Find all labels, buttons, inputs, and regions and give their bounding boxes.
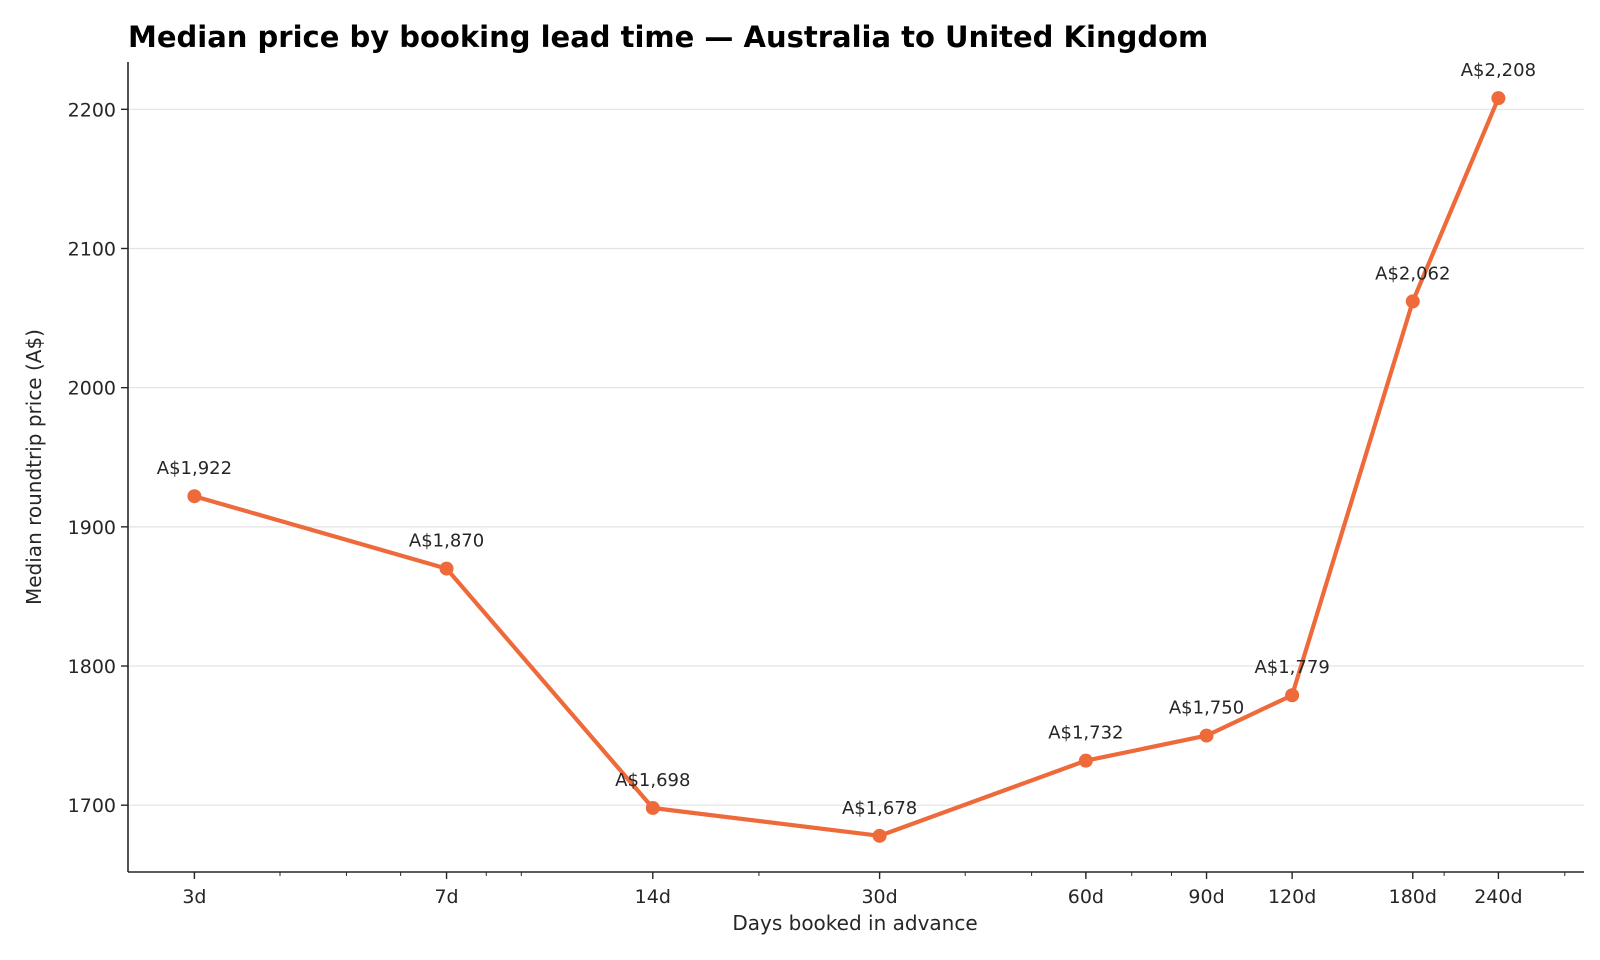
price-line (192, 96, 1501, 838)
data-point (872, 828, 887, 843)
data-label: A$1,732 (1048, 723, 1123, 744)
chart-title: Median price by booking lead time — Aust… (128, 20, 1208, 54)
x-tick-label: 60d (1068, 886, 1104, 908)
y-tick-label: 1800 (68, 656, 116, 678)
data-label: A$1,678 (842, 798, 917, 819)
data-labels: A$1,922 A$1,870 A$1,698 A$1,678 A$1,732 A$1,7… (157, 60, 1536, 819)
x-tick-label: 30d (861, 886, 897, 908)
data-point (1285, 688, 1300, 703)
y-tick-label: 2200 (68, 99, 116, 121)
gridlines (128, 108, 1584, 806)
data-label: A$2,208 (1461, 60, 1536, 81)
y-axis-title: Median roundtrip price (A$) (22, 329, 46, 605)
data-label: A$2,062 (1375, 263, 1450, 284)
x-tick-label: 7d (434, 886, 458, 908)
data-point (1491, 91, 1506, 106)
y-tick-label: 2100 (68, 238, 116, 260)
data-point (1405, 294, 1420, 309)
x-tick-label: 90d (1188, 886, 1224, 908)
data-point (187, 489, 202, 504)
data-label: A$1,698 (615, 770, 690, 791)
x-tick-label: 14d (635, 886, 671, 908)
y-tick-label: 1900 (68, 517, 116, 539)
data-label: A$1,922 (157, 458, 232, 479)
data-point (439, 561, 454, 576)
x-axis-title: Days booked in advance (732, 911, 977, 935)
x-tick-label: 240d (1474, 886, 1522, 908)
data-point (1078, 753, 1093, 768)
data-label: A$1,750 (1169, 698, 1244, 719)
x-tick-label: 120d (1268, 886, 1316, 908)
data-point (1199, 728, 1214, 743)
series (187, 91, 1506, 843)
data-point (645, 800, 660, 815)
x-tick-label: 180d (1389, 886, 1437, 908)
data-label: A$1,779 (1254, 657, 1329, 678)
y-tick-label: 2000 (68, 378, 116, 400)
data-label: A$1,870 (409, 531, 484, 552)
y-tick-label: 1700 (68, 795, 116, 817)
axes: 1700 1800 1900 2000 2100 2200 3d 7d 14d 30d 60d 90d… (68, 62, 1584, 908)
x-tick-label: 3d (182, 886, 206, 908)
